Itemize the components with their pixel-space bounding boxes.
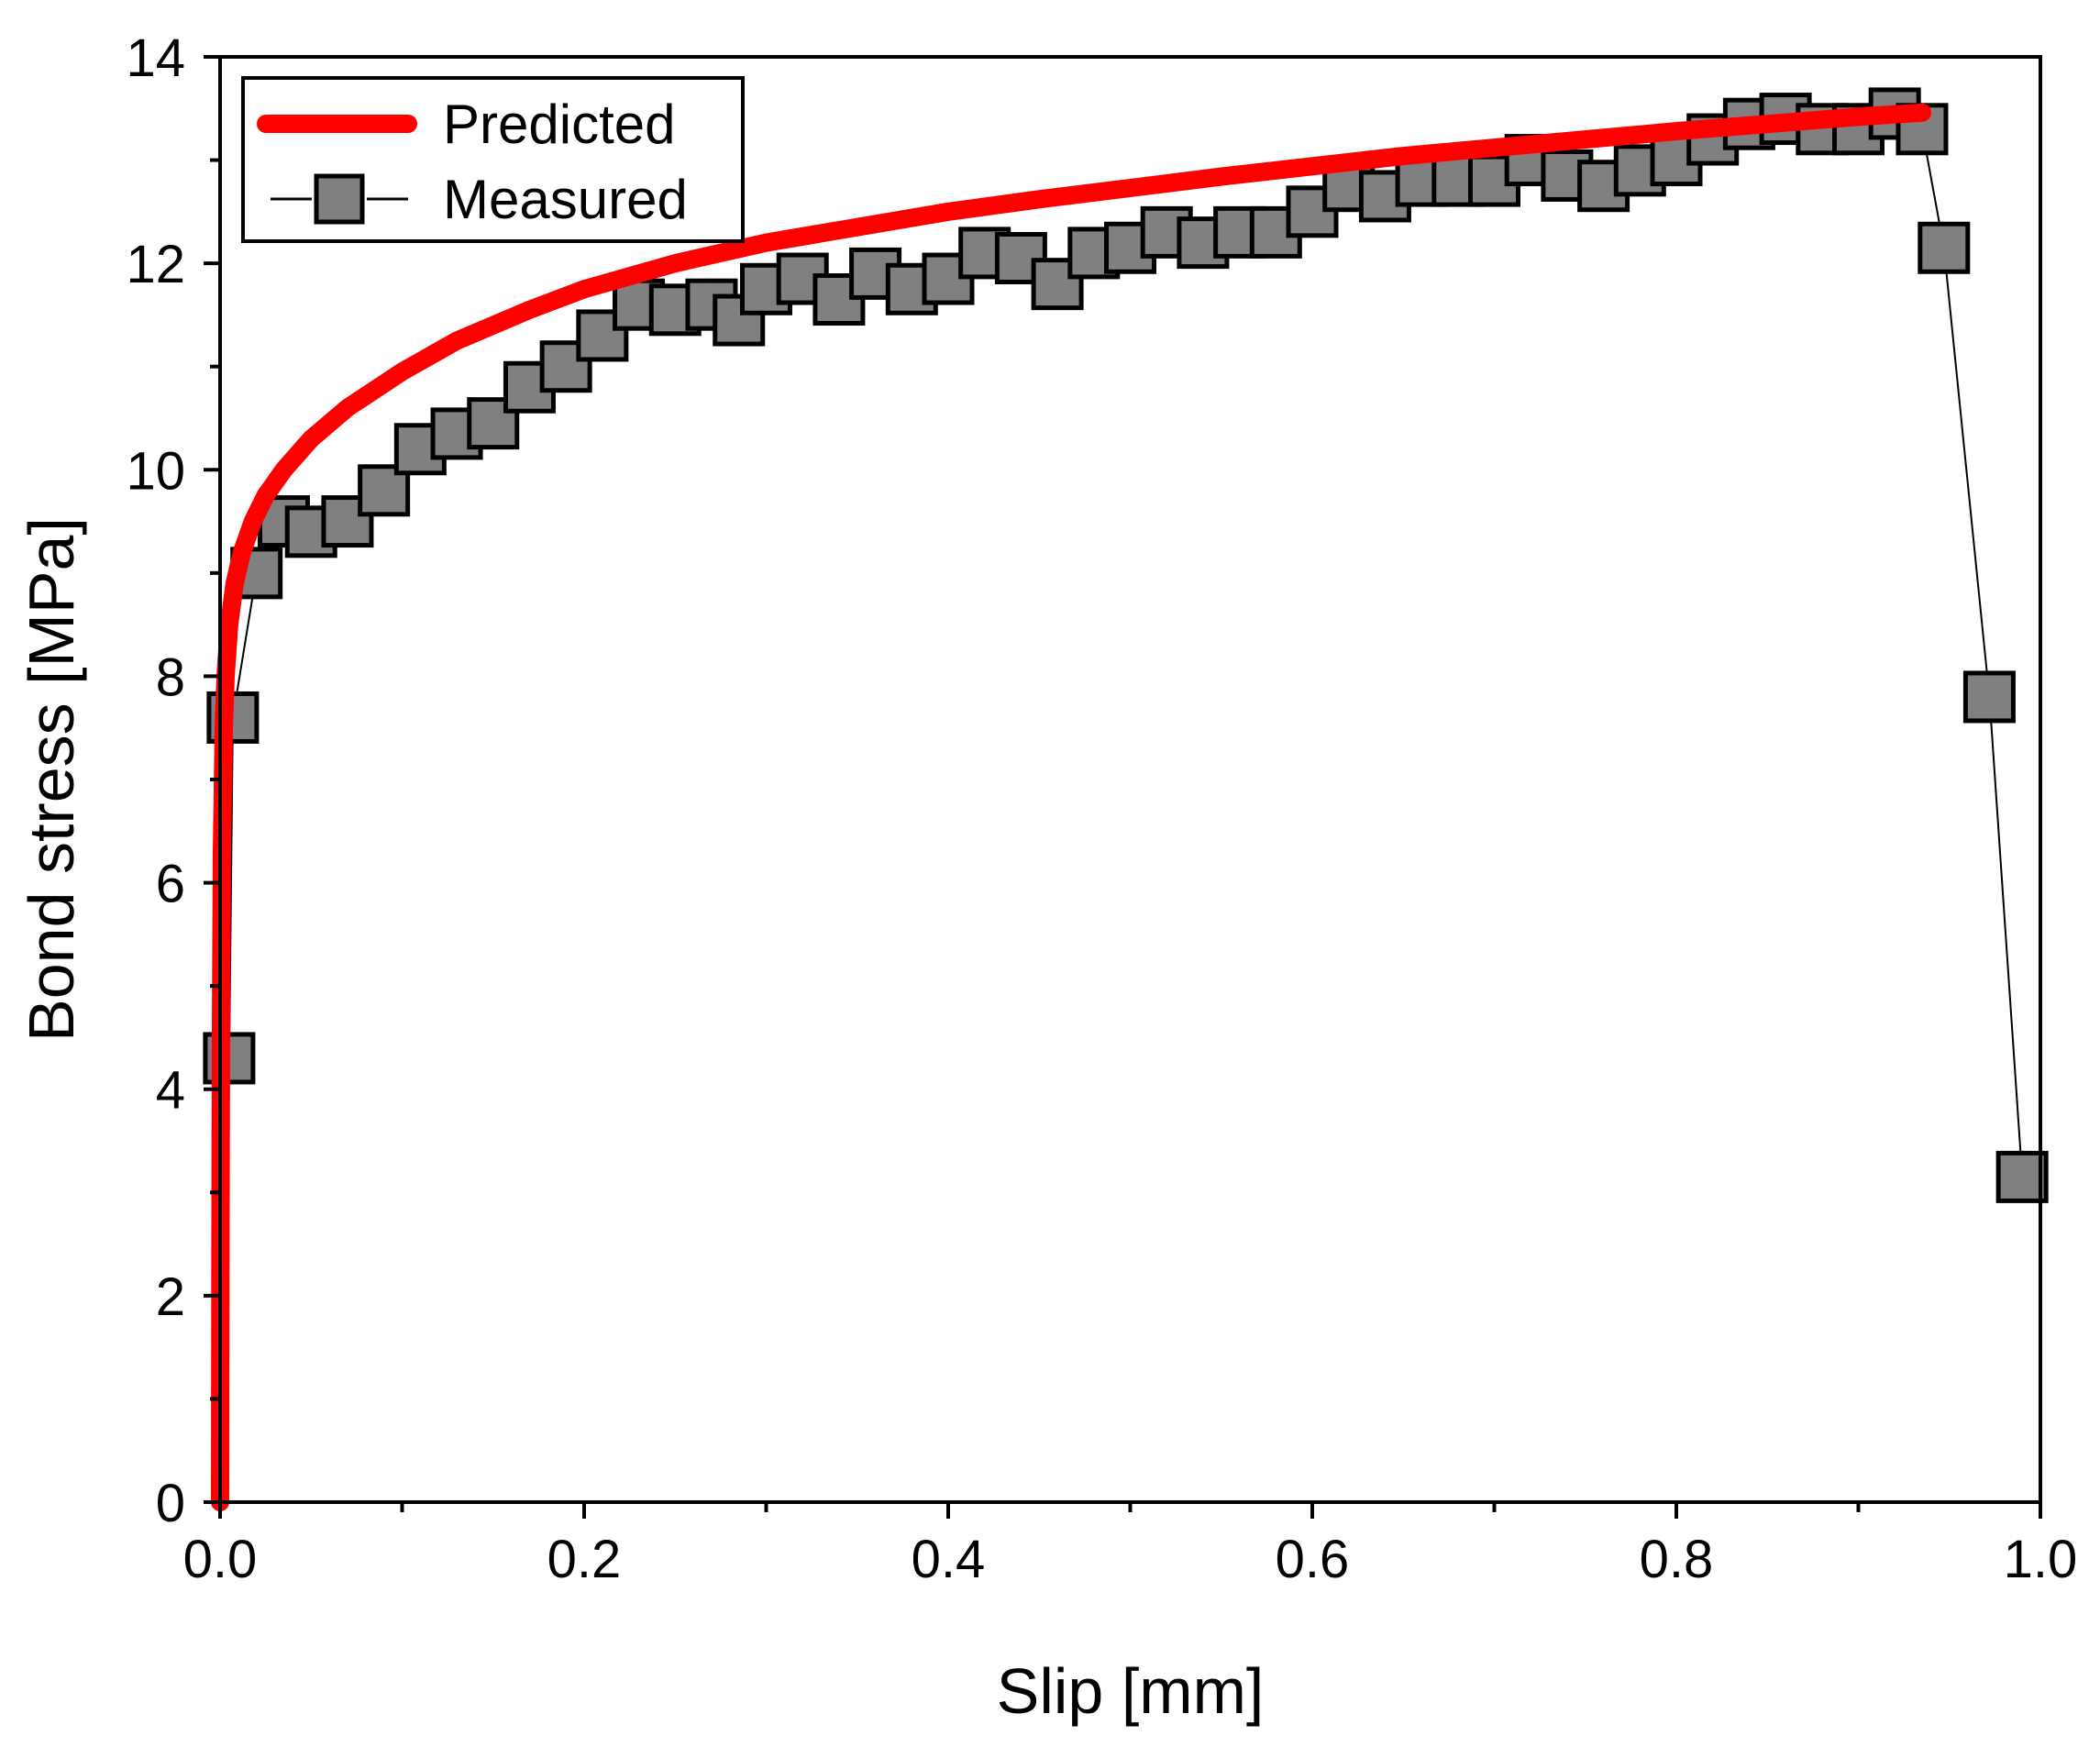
predicted-line: [211, 103, 1931, 1511]
x-tick-label: 0.0: [183, 1530, 258, 1589]
measured-point: [1918, 221, 1971, 274]
measured-point: [1031, 258, 1084, 311]
legend: Predicted Measured: [241, 76, 745, 243]
legend-predicted-label: Predicted: [443, 94, 675, 155]
legend-measured-marker: [314, 173, 365, 225]
x-tick-label: 0.4: [912, 1530, 986, 1589]
y-tick-label: 10: [126, 441, 185, 501]
x-tick-label: 1.0: [2004, 1530, 2078, 1589]
y-axis-title: Bond stress [MPa]: [16, 517, 87, 1042]
x-tick-label: 0.2: [547, 1530, 622, 1589]
x-tick-label: 0.8: [1640, 1530, 1714, 1589]
y-tick-label: 6: [156, 855, 185, 914]
axes: 0.0 0.2 0.4 0.6 0.8 1.0 0 2 4 6 8 10 12 14: [126, 28, 2077, 1589]
y-tick-label: 12: [126, 235, 185, 294]
x-axis-title: Slip [mm]: [997, 1655, 1265, 1727]
legend-measured-label: Measured: [443, 169, 688, 230]
y-tick-label: 8: [156, 647, 185, 707]
measured-series: [203, 87, 2049, 1203]
y-tick-label: 2: [156, 1267, 185, 1327]
predicted-series: [211, 103, 1931, 1511]
y-tick-label: 0: [156, 1474, 185, 1533]
measured-point: [576, 309, 629, 362]
measured-point: [1995, 1150, 2049, 1203]
y-tick-label: 4: [156, 1061, 185, 1121]
measured-point: [1962, 670, 2016, 724]
x-tick-label: 0.6: [1276, 1530, 1350, 1589]
y-tick-label: 14: [126, 28, 185, 88]
